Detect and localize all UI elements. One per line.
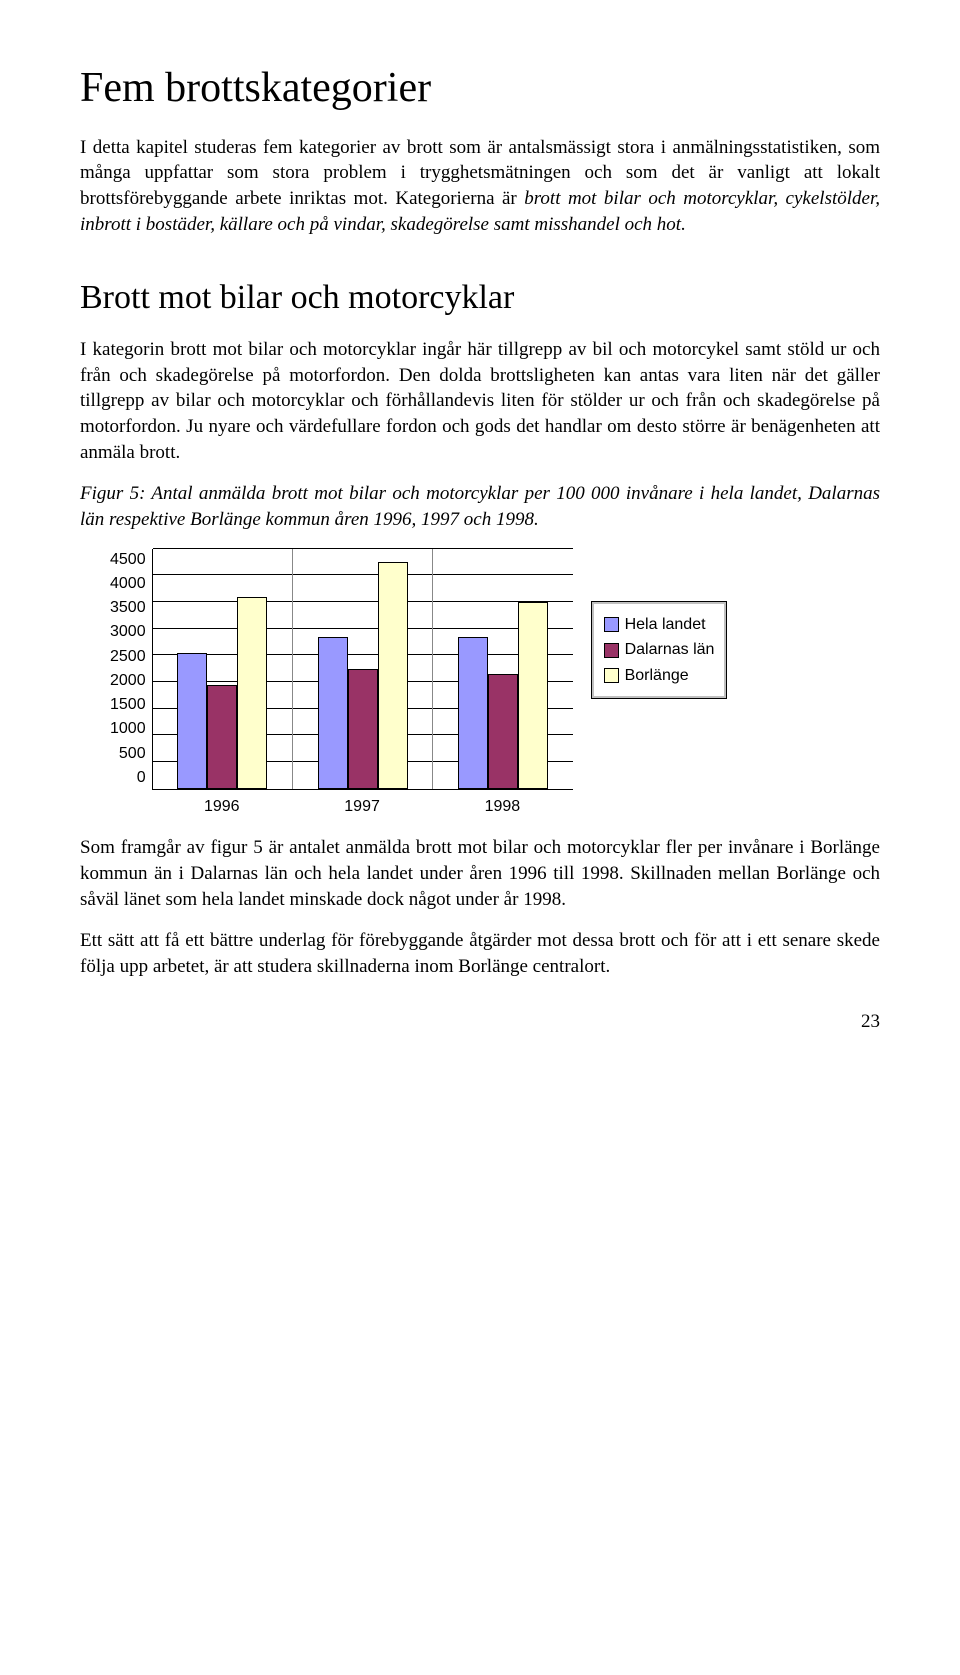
- section-paragraph-3: Ett sätt att få ett bättre underlag för …: [80, 928, 880, 979]
- section-paragraph-2: Som framgår av figur 5 är antalet anmäld…: [80, 835, 880, 912]
- figure-caption: Figur 5: Antal anmälda brott mot bilar o…: [80, 481, 880, 532]
- section-paragraph-1: I kategorin brott mot bilar och motorcyk…: [80, 337, 880, 465]
- chart-x-tick: 1996: [152, 796, 292, 818]
- chart-bar-group: [293, 549, 433, 789]
- chart-bar: [378, 562, 408, 789]
- page-title: Fem brottskategorier: [80, 60, 880, 117]
- chart-y-tick: 2000: [110, 670, 146, 692]
- chart-x-axis: 199619971998: [152, 796, 573, 818]
- chart-legend-swatch: [604, 668, 619, 683]
- chart-x-tick: 1997: [292, 796, 432, 818]
- section-title: Brott mot bilar och motorcyklar: [80, 275, 880, 321]
- chart-legend-swatch: [604, 617, 619, 632]
- chart-bar-group: [153, 549, 293, 789]
- chart-bar: [237, 597, 267, 789]
- chart-bar: [348, 669, 378, 789]
- chart-y-tick: 2500: [110, 646, 146, 668]
- chart-legend-label: Borlänge: [625, 665, 689, 687]
- chart-y-tick: 1000: [110, 718, 146, 740]
- chart-legend-item: Borlänge: [604, 665, 715, 687]
- chart-y-tick: 1500: [110, 694, 146, 716]
- chart-bar-group: [433, 549, 572, 789]
- chart-bar: [488, 674, 518, 789]
- chart: 4500400035003000 2500200015001000 5000 199…: [110, 549, 573, 818]
- intro-paragraph: I detta kapitel studeras fem kategorier …: [80, 135, 880, 238]
- chart-y-tick: 3500: [110, 597, 146, 619]
- chart-bar: [518, 602, 548, 789]
- chart-y-tick: 500: [119, 743, 146, 765]
- chart-y-tick: 4000: [110, 573, 146, 595]
- chart-bar: [177, 653, 207, 789]
- chart-y-tick: 4500: [110, 549, 146, 571]
- chart-legend-label: Hela landet: [625, 614, 706, 636]
- chart-y-tick: 0: [137, 767, 146, 789]
- chart-legend-item: Dalarnas län: [604, 639, 715, 661]
- page-number: 23: [80, 1009, 880, 1035]
- chart-legend-swatch: [604, 643, 619, 658]
- chart-legend-item: Hela landet: [604, 614, 715, 636]
- chart-bar: [207, 685, 237, 789]
- chart-legend-label: Dalarnas län: [625, 639, 715, 661]
- chart-plot-area: [152, 549, 573, 790]
- chart-y-tick: 3000: [110, 621, 146, 643]
- chart-bar: [458, 637, 488, 789]
- chart-x-tick: 1998: [432, 796, 572, 818]
- chart-bar: [318, 637, 348, 789]
- chart-y-axis: 4500400035003000 2500200015001000 5000: [110, 549, 152, 789]
- chart-legend: Hela landet Dalarnas län Borlänge: [591, 601, 728, 700]
- chart-container: 4500400035003000 2500200015001000 5000 199…: [110, 549, 880, 818]
